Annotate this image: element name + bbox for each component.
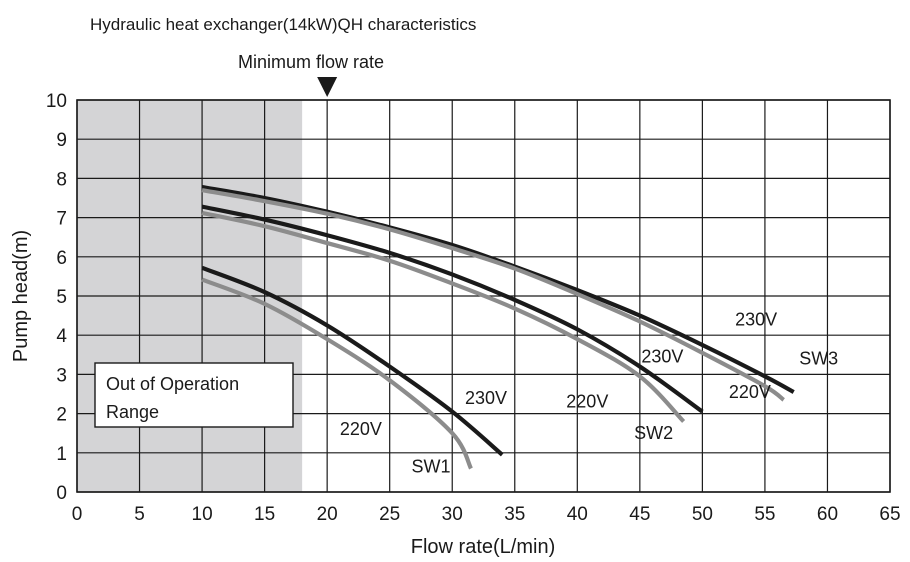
y-tick-label: 4: [56, 326, 67, 347]
curve-labels: 230V 220V SW1 230V 220V SW2 230V 220V SW3: [340, 309, 838, 476]
curve-label: SW1: [411, 456, 450, 476]
series-line-sw1-220v: [201, 277, 473, 470]
x-axis-ticks: 0 5 10 15 20 25 30 35 40 45 50 55 60 65: [72, 504, 901, 525]
series-line-sw2-230v: [201, 204, 704, 414]
x-tick-label: 50: [692, 504, 713, 525]
x-tick-label: 65: [879, 504, 900, 525]
x-tick-label: 55: [754, 504, 775, 525]
y-tick-label: 0: [56, 483, 67, 504]
x-tick-label: 35: [504, 504, 525, 525]
x-tick-label: 30: [442, 504, 463, 525]
curve-label: 230V: [641, 347, 683, 367]
x-tick-label: 15: [254, 504, 275, 525]
y-tick-label: 1: [56, 444, 67, 465]
y-axis-label: Pump head(m): [10, 230, 32, 362]
y-tick-label: 9: [56, 130, 67, 151]
x-tick-label: 5: [134, 504, 145, 525]
x-tick-label: 25: [379, 504, 400, 525]
chart-title: Hydraulic heat exchanger(14kW)QH charact…: [90, 15, 476, 34]
curve-label: 230V: [465, 388, 507, 408]
curve-label: 220V: [566, 392, 608, 412]
curve-label: 220V: [340, 419, 382, 439]
y-tick-label: 8: [56, 169, 67, 190]
series-line-sw2-220v: [201, 210, 686, 423]
x-tick-label: 10: [192, 504, 213, 525]
x-tick-label: 40: [567, 504, 588, 525]
grid: [76, 99, 891, 493]
series-lines: [201, 184, 795, 470]
plot-frame: [76, 99, 891, 493]
y-axis-ticks: 0 1 2 3 4 5 6 7 8 9 10: [46, 91, 68, 504]
y-tick-label: 5: [56, 287, 67, 308]
out-of-operation-label-line-1: Out of Operation: [106, 374, 239, 394]
x-tick-label: 20: [317, 504, 338, 525]
curve-label: 220V: [729, 382, 771, 402]
y-tick-label: 3: [56, 365, 67, 386]
x-tick-label: 45: [629, 504, 650, 525]
y-tick-label: 7: [56, 209, 67, 230]
y-tick-label: 10: [46, 91, 67, 112]
y-tick-label: 6: [56, 248, 67, 269]
out-of-operation-label-line-2: Range: [106, 402, 159, 422]
y-tick-label: 2: [56, 405, 67, 426]
x-tick-label: 0: [72, 504, 83, 525]
minimum-flow-arrow-icon: [317, 77, 338, 97]
out-of-operation-box: Out of Operation Range: [94, 362, 294, 428]
curve-label: SW2: [634, 423, 673, 443]
x-axis-label: Flow rate(L/min): [411, 536, 555, 558]
minimum-flow-label: Minimum flow rate: [238, 52, 384, 72]
series-line-sw1-230v: [201, 265, 504, 457]
curve-label: 230V: [735, 309, 777, 329]
x-tick-label: 60: [817, 504, 838, 525]
curve-label: SW3: [799, 349, 838, 369]
series-line-sw3-220v: [201, 188, 785, 402]
minimum-flow-marker: Minimum flow rate: [238, 52, 384, 97]
